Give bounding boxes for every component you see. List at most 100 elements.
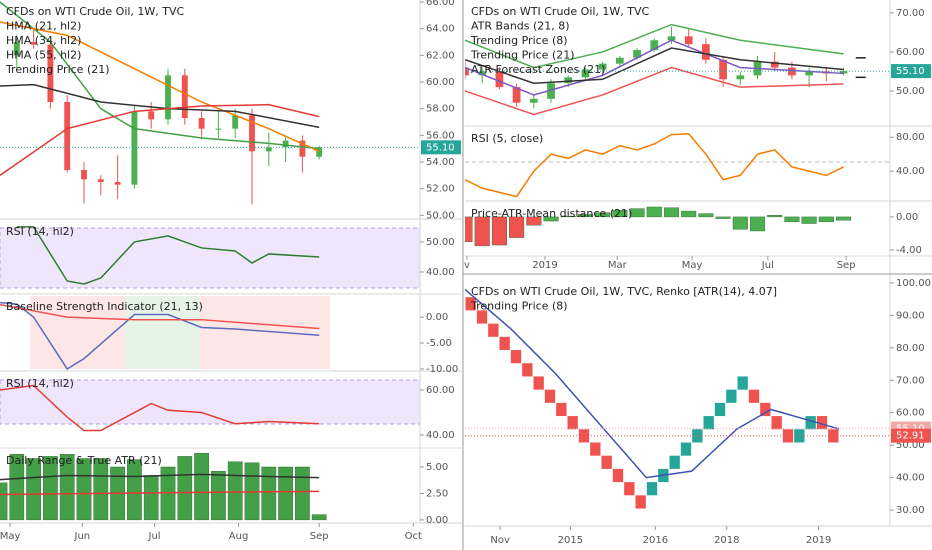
bar bbox=[543, 216, 559, 222]
zone bbox=[200, 296, 330, 369]
candle-body bbox=[316, 147, 323, 157]
bar bbox=[194, 453, 209, 521]
renko-brick bbox=[578, 429, 590, 443]
series-line bbox=[465, 23, 844, 69]
pane-plot bbox=[465, 288, 840, 509]
candle-body bbox=[282, 140, 289, 148]
series-line bbox=[465, 39, 844, 96]
candle-body bbox=[249, 115, 255, 152]
renko-brick bbox=[760, 402, 771, 417]
renko-brick bbox=[533, 376, 544, 390]
x-tick-label: Mar bbox=[608, 260, 628, 271]
price-label-bg bbox=[421, 140, 461, 155]
bar bbox=[749, 216, 766, 232]
bar bbox=[76, 458, 92, 521]
renko-brick bbox=[499, 336, 510, 351]
candle-body bbox=[64, 102, 71, 170]
candle-body bbox=[495, 71, 504, 88]
renko-brick bbox=[635, 495, 646, 509]
zone bbox=[125, 296, 200, 369]
candle-body bbox=[702, 44, 710, 60]
series-line bbox=[0, 303, 320, 330]
series-line bbox=[16, 226, 320, 285]
series-line bbox=[0, 103, 320, 176]
candle-body bbox=[478, 71, 487, 76]
candle-body bbox=[148, 111, 155, 120]
y-tick-label: 60.00 bbox=[896, 408, 925, 419]
price-label: 52.91 bbox=[896, 431, 925, 442]
y-tick-label: 90.00 bbox=[896, 310, 925, 321]
bar bbox=[43, 456, 58, 521]
x-tick-label: 2019 bbox=[532, 260, 557, 271]
candle-body bbox=[30, 42, 37, 45]
renko-brick bbox=[544, 389, 556, 403]
y-tick-label: 80.00 bbox=[896, 132, 925, 143]
renko-brick bbox=[828, 429, 839, 443]
bar bbox=[227, 461, 243, 521]
series-line bbox=[0, 301, 320, 370]
renko-brick bbox=[703, 416, 714, 430]
candle-body bbox=[47, 44, 54, 102]
pane-plot bbox=[465, 206, 852, 247]
pane-title: RSI (14, hl2) bbox=[6, 225, 74, 238]
pane-title: CFDs on WTI Crude Oil, 1W, TVC, Renko [A… bbox=[471, 285, 777, 298]
bar bbox=[93, 458, 109, 521]
candle-body bbox=[465, 67, 469, 76]
candle-body bbox=[547, 83, 555, 99]
renko-brick bbox=[726, 389, 737, 403]
series-line bbox=[465, 288, 840, 479]
x-tick-label: May bbox=[0, 531, 20, 542]
candle-body bbox=[81, 170, 87, 180]
y-tick-label: 70.00 bbox=[896, 375, 925, 386]
renko-brick bbox=[782, 429, 794, 443]
bar bbox=[211, 471, 226, 521]
y-tick-label: 62.00 bbox=[426, 50, 455, 61]
renko-brick bbox=[680, 442, 692, 456]
renko-brick bbox=[510, 350, 522, 364]
legend-entry: HMA (21, hl2) bbox=[6, 20, 81, 33]
series-line bbox=[465, 133, 844, 198]
pane-title: RSI (14, hl2) bbox=[6, 377, 74, 390]
renko-brick bbox=[771, 416, 782, 430]
candle-body bbox=[114, 182, 121, 185]
y-tick-label: 50.00 bbox=[426, 237, 455, 248]
y-tick-label: 50.00 bbox=[426, 210, 455, 221]
series-line bbox=[0, 1, 320, 150]
zone bbox=[30, 296, 125, 369]
pane-plot bbox=[0, 384, 320, 432]
legend-entry: ATR Forecast Zones (21) bbox=[471, 63, 605, 76]
y-tick-label: 2.50 bbox=[426, 488, 448, 499]
pane-plot bbox=[0, 453, 327, 521]
y-tick-label: 60.00 bbox=[426, 77, 455, 88]
x-tick-label: Oct bbox=[405, 531, 422, 542]
renko-brick bbox=[805, 416, 816, 430]
bar bbox=[681, 210, 697, 218]
y-tick-label: -5.00 bbox=[426, 338, 452, 349]
renko-brick bbox=[488, 323, 499, 337]
x-tick-label: Aug bbox=[229, 531, 249, 542]
y-tick-label: 5.00 bbox=[426, 462, 448, 473]
renko-brick bbox=[748, 389, 760, 403]
candle-body bbox=[165, 75, 171, 120]
x-tick-label: 2015 bbox=[558, 535, 583, 546]
bar bbox=[278, 466, 293, 521]
bar bbox=[59, 454, 75, 521]
price-label-bg bbox=[891, 428, 931, 443]
pane-plot bbox=[465, 133, 844, 198]
bar bbox=[143, 475, 159, 521]
bar bbox=[801, 216, 817, 224]
pane-title: RSI (5, close) bbox=[471, 132, 543, 145]
legend-entry: Trending Price (21) bbox=[5, 63, 110, 76]
candle-body bbox=[650, 40, 659, 50]
renko-brick bbox=[794, 429, 805, 443]
candle-body bbox=[512, 87, 521, 103]
candle-body bbox=[97, 179, 104, 182]
y-tick-label: 60.00 bbox=[426, 385, 455, 396]
pane-plot bbox=[16, 226, 320, 285]
y-tick-label: 58.00 bbox=[426, 104, 455, 115]
y-tick-label: 0.00 bbox=[426, 515, 448, 526]
bar bbox=[784, 216, 800, 223]
y-tick-label: 0.00 bbox=[896, 212, 918, 223]
candle-body bbox=[529, 98, 538, 103]
